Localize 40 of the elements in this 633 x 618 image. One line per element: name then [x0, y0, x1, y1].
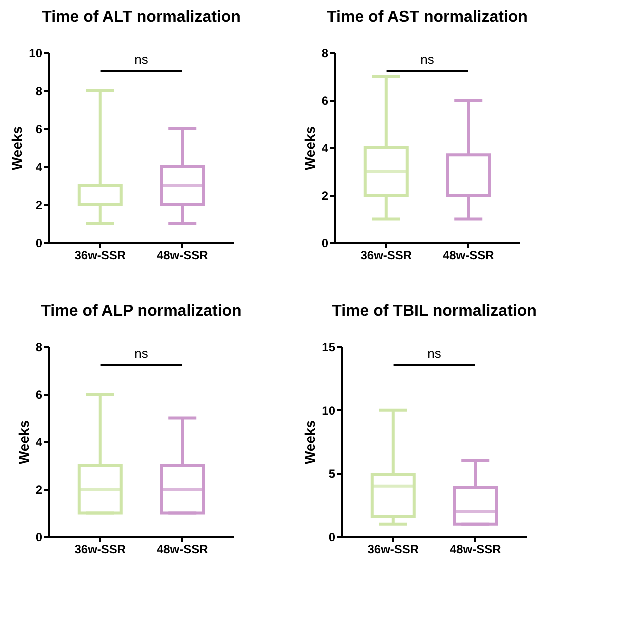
y-tick-label: 6 — [36, 388, 43, 402]
y-tick-label: 0 — [36, 236, 43, 250]
y-tick-label: 0 — [322, 236, 329, 250]
y-tick-label: 6 — [322, 94, 329, 108]
annotation: ns — [134, 52, 149, 67]
y-tick-label: 8 — [322, 46, 329, 60]
chart-title: Time of ALP normalization — [41, 303, 242, 320]
annotation: ns — [420, 52, 435, 67]
y-tick-label: 8 — [36, 84, 43, 98]
y-axis-title: Weeks — [16, 420, 32, 465]
y-tick-label: 2 — [36, 483, 43, 497]
x-tick-label: 36w-SSR — [360, 248, 412, 262]
x-tick-label: 36w-SSR — [74, 542, 126, 556]
annotation: ns — [428, 346, 442, 361]
y-tick-label: 6 — [36, 122, 43, 136]
x-tick-label: 48w-SSR — [156, 542, 209, 556]
y-tick-label: 15 — [322, 340, 336, 354]
chart-title: Time of ALT normalization — [42, 9, 241, 26]
y-axis-title: Weeks — [9, 126, 26, 171]
x-tick-label: 48w-SSR — [450, 542, 502, 556]
annotation: ns — [134, 346, 149, 361]
x-tick-label: 36w-SSR — [368, 542, 420, 556]
x-tick-label: 36w-SSR — [74, 248, 126, 262]
x-tick-label: 48w-SSR — [442, 248, 495, 262]
y-tick-label: 10 — [322, 404, 336, 418]
y-tick-label: 2 — [322, 189, 329, 203]
y-tick-label: 0 — [328, 530, 336, 544]
y-tick-label: 8 — [36, 340, 43, 354]
y-tick-label: 4 — [322, 142, 329, 156]
y-tick-label: 2 — [36, 198, 43, 212]
y-tick-label: 4 — [36, 436, 43, 450]
y-axis-title: Weeks — [302, 420, 318, 465]
y-tick-label: 5 — [328, 467, 336, 482]
x-tick-label: 48w-SSR — [156, 248, 209, 262]
chart-title: Time of TBIL normalization — [332, 303, 537, 320]
y-tick-label: 10 — [29, 46, 43, 60]
chart-title: Time of AST normalization — [327, 9, 528, 26]
y-axis-title: Weeks — [302, 126, 318, 171]
y-tick-label: 4 — [36, 160, 43, 174]
y-tick-label: 0 — [36, 530, 43, 544]
